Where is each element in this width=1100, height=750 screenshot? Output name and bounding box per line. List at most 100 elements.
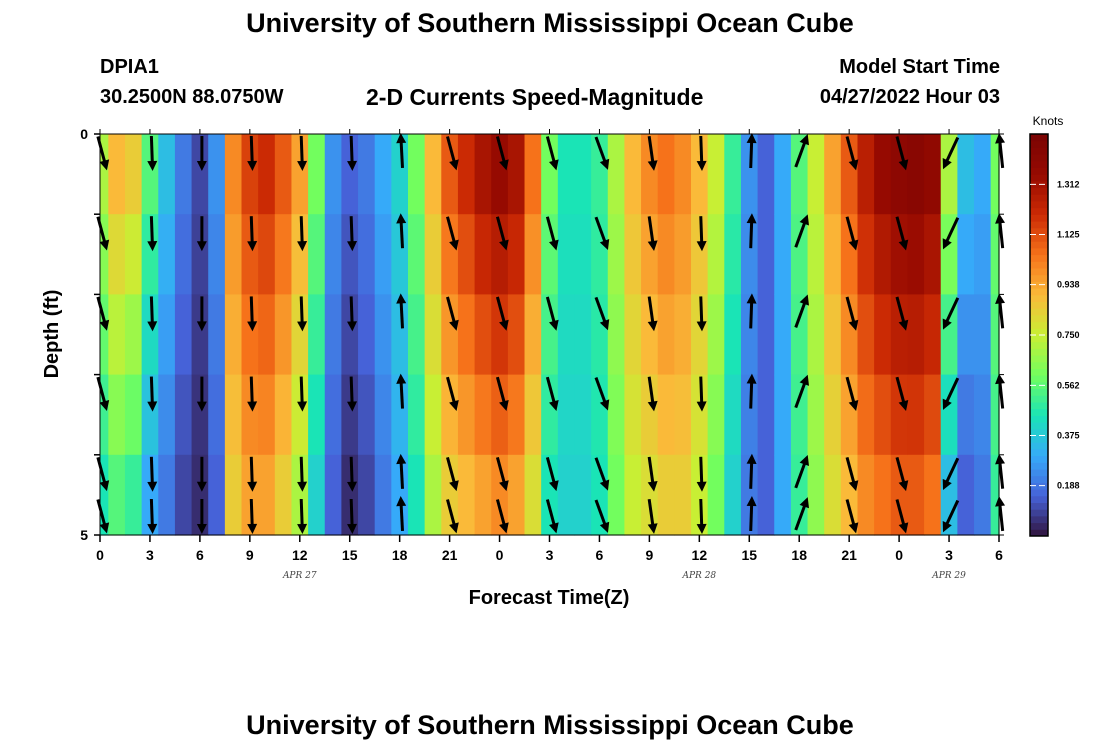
current-arrow xyxy=(895,499,909,534)
arrow-shaft xyxy=(149,498,154,528)
heatmap-cell xyxy=(757,294,775,376)
heatmap-cell xyxy=(391,454,409,536)
arrow-head xyxy=(898,239,909,251)
arrow-head xyxy=(499,480,509,492)
heatmap-cell xyxy=(624,454,642,536)
heatmap-cell xyxy=(108,374,126,456)
current-arrow xyxy=(196,376,207,412)
current-arrow xyxy=(147,135,158,171)
arrow-head xyxy=(297,523,308,534)
heatmap-cell xyxy=(790,134,809,215)
colorbar-segment xyxy=(1030,402,1048,410)
x-tick-label: 3 xyxy=(546,547,554,563)
arrow-shaft xyxy=(399,220,405,249)
heatmap-cell xyxy=(940,134,958,215)
colorbar-segment xyxy=(1030,348,1048,356)
colorbar-segment xyxy=(1030,361,1048,369)
heatmap-cell xyxy=(158,214,176,295)
current-arrow xyxy=(196,216,207,252)
current-arrow xyxy=(196,499,207,534)
current-arrow xyxy=(895,456,909,492)
colorbar-segment xyxy=(1030,522,1048,530)
arrow-shaft xyxy=(749,139,754,169)
heatmap-cell xyxy=(857,134,875,215)
arrow-head xyxy=(147,160,158,171)
speed-heatmap xyxy=(100,134,1000,536)
heatmap-cell xyxy=(641,294,659,376)
heatmap-cell xyxy=(890,374,909,456)
arrow-head xyxy=(99,159,110,171)
current-arrow xyxy=(942,217,960,250)
heatmap-cell xyxy=(940,454,958,536)
current-arrow xyxy=(647,376,658,412)
current-arrow xyxy=(247,456,258,492)
heatmap-cell xyxy=(957,294,975,376)
heatmap-cell xyxy=(341,134,359,215)
arrow-shaft xyxy=(944,457,960,485)
current-arrow xyxy=(895,136,909,171)
x-tick-label: 21 xyxy=(841,547,857,563)
arrow-shaft xyxy=(96,296,107,325)
heatmap-cell xyxy=(474,294,492,376)
heatmap-cell xyxy=(591,374,609,456)
x-tick-label: 15 xyxy=(741,547,757,563)
heatmap-cell xyxy=(557,294,576,376)
heatmap-cell xyxy=(158,374,176,456)
current-arrow xyxy=(495,456,509,492)
current-arrow xyxy=(446,499,459,534)
current-arrow xyxy=(396,133,407,169)
x-axis-title: Forecast Time(Z) xyxy=(469,587,630,609)
arrow-head xyxy=(995,373,1006,385)
current-arrow xyxy=(396,213,407,249)
colorbar-segment xyxy=(1030,154,1048,162)
heatmap-cell xyxy=(641,454,659,536)
colorbar-segment xyxy=(1030,375,1048,383)
heatmap-cell xyxy=(774,454,792,536)
arrow-shaft xyxy=(699,456,704,485)
arrow-shaft xyxy=(647,498,655,528)
heatmap-cell xyxy=(890,294,909,376)
current-arrow xyxy=(96,136,110,171)
colorbar-tick-label: 0.750 xyxy=(1057,330,1080,340)
current-arrow xyxy=(495,499,509,534)
current-arrow xyxy=(794,214,809,248)
colorbar-segment xyxy=(1030,241,1048,249)
heatmap-cell xyxy=(524,374,542,456)
colorbar-segment xyxy=(1030,335,1048,343)
heatmap-cell xyxy=(291,374,309,456)
model-start-value: 04/27/2022 Hour 03 xyxy=(819,86,1000,108)
current-arrow xyxy=(995,373,1006,409)
heatmap-cell xyxy=(491,134,509,215)
heatmap-cell xyxy=(374,294,392,376)
arrow-shaft xyxy=(749,300,754,329)
heatmap-cell xyxy=(358,374,376,456)
heatmap-cell xyxy=(174,374,193,456)
heatmap-cell xyxy=(391,374,409,456)
heatmap-cell xyxy=(874,214,892,295)
arrow-shaft xyxy=(594,296,607,325)
heatmap-cell xyxy=(524,214,542,295)
heatmap-cell xyxy=(474,374,492,456)
heatmap-cell xyxy=(840,294,859,376)
arrow-head xyxy=(799,134,809,146)
heatmap-cell xyxy=(108,214,126,295)
x-tick-label: 15 xyxy=(342,547,358,563)
arrow-shaft xyxy=(96,216,107,245)
arrow-shaft xyxy=(699,135,704,165)
arrow-shaft xyxy=(249,216,254,245)
colorbar-segment xyxy=(1030,247,1048,256)
arrow-shaft xyxy=(545,296,557,325)
arrow-shaft xyxy=(149,296,154,325)
arrow-head xyxy=(848,399,859,411)
colorbar-tick-label: 0.188 xyxy=(1057,481,1080,491)
heatmap-cell xyxy=(174,454,193,536)
colorbar-segment xyxy=(1030,341,1048,349)
heatmap-cell xyxy=(100,454,109,536)
arrow-head xyxy=(548,239,559,251)
heatmap-cell xyxy=(308,454,326,536)
heatmap-cell xyxy=(574,134,592,215)
arrow-head xyxy=(247,481,258,492)
current-arrow xyxy=(147,376,158,412)
current-arrow xyxy=(297,216,308,252)
heatmap-cell xyxy=(740,134,759,215)
